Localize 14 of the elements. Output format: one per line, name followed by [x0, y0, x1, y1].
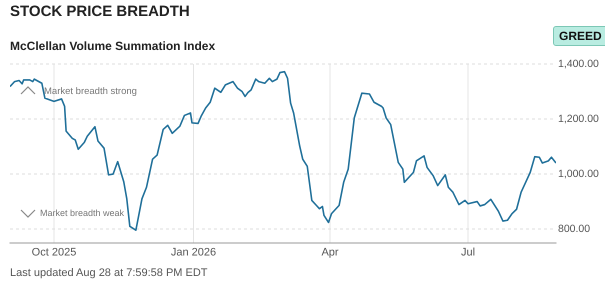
y-tick-label: 1,000.00 — [558, 168, 600, 180]
text: Last updated Aug 28 at 7:59:58 PM EDT — [10, 267, 208, 279]
x-tick-label: Oct 2025 — [32, 246, 76, 258]
annotation: Market breadth weak — [40, 208, 124, 218]
y-tick-label: 800.00 — [558, 222, 590, 235]
y-tick-label: 1,200.00 — [558, 112, 600, 125]
text: GREED — [553, 26, 605, 46]
x-tick-label: Apr — [321, 246, 339, 258]
x-tick-label: Jul — [461, 246, 476, 258]
annotation: Market breadth strong — [44, 86, 137, 97]
chart-title: STOCK PRICE BREADTH — [10, 3, 190, 20]
chart-subtitle: McClellan Volume Summation Index — [10, 39, 216, 53]
y-tick-label: 1,400.00 — [558, 58, 600, 70]
x-tick-label: Jan 2026 — [170, 246, 216, 258]
